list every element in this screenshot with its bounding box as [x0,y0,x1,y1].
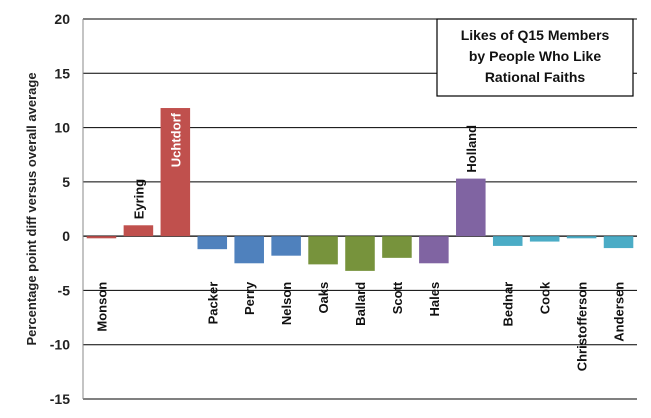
bar [566,236,597,239]
bar-label: Andersen [612,282,627,342]
bar-label: Christofferson [575,282,590,372]
bar [382,236,412,258]
bar-label: Monson [94,282,109,332]
bar-label: Nelson [279,282,294,325]
bar-label: Oaks [316,282,331,314]
bar [492,236,523,246]
chart-title-line-1: Likes of Q15 Members [461,27,610,43]
chart-title-line-3: Rational Faiths [485,69,586,85]
y-tick-label: -5 [58,282,71,298]
bar-label: Cook [538,281,553,314]
bar [603,236,634,249]
y-axis-ticks: -15 -10 -5 0 5 10 15 20 [50,11,70,407]
bar [123,225,154,237]
y-tick-label: 20 [54,11,70,27]
bar-label: Bednar [501,282,516,327]
bar-label: Perry [242,281,257,315]
y-tick-label: -10 [50,337,70,353]
y-tick-label: 5 [62,174,70,190]
y-tick-label: 15 [54,65,70,81]
bar [197,236,228,250]
bar [308,236,338,265]
bar [234,236,264,264]
bars [86,108,634,271]
bar-labels: Monson Eyring Uchtdorf Packer Perry Nelson Oak… [94,112,626,371]
y-tick-label: 0 [62,228,70,244]
bar [529,236,560,242]
title-box [436,18,634,97]
bar [345,236,375,271]
bar [456,178,486,237]
bar [271,236,301,256]
bar-label: Hales [427,282,442,317]
bar [160,108,191,237]
bar [86,236,117,239]
bar-label: Scott [390,281,405,314]
bar-label: Holland [464,125,479,173]
y-axis-label: Percentage point diff versus overall ave… [24,72,39,345]
chart-title-box: Likes of Q15 Members by People Who Like … [436,18,634,97]
chart-title-line-2: by People Who Like [469,48,601,64]
bar-label: Eyring [131,179,146,220]
bar-label: Uchtdorf [168,112,183,167]
bar [419,236,449,264]
y-tick-label: -15 [50,391,70,407]
bar-label: Packer [205,282,220,325]
y-tick-label: 10 [54,120,70,136]
bar-label: Ballard [353,282,368,326]
